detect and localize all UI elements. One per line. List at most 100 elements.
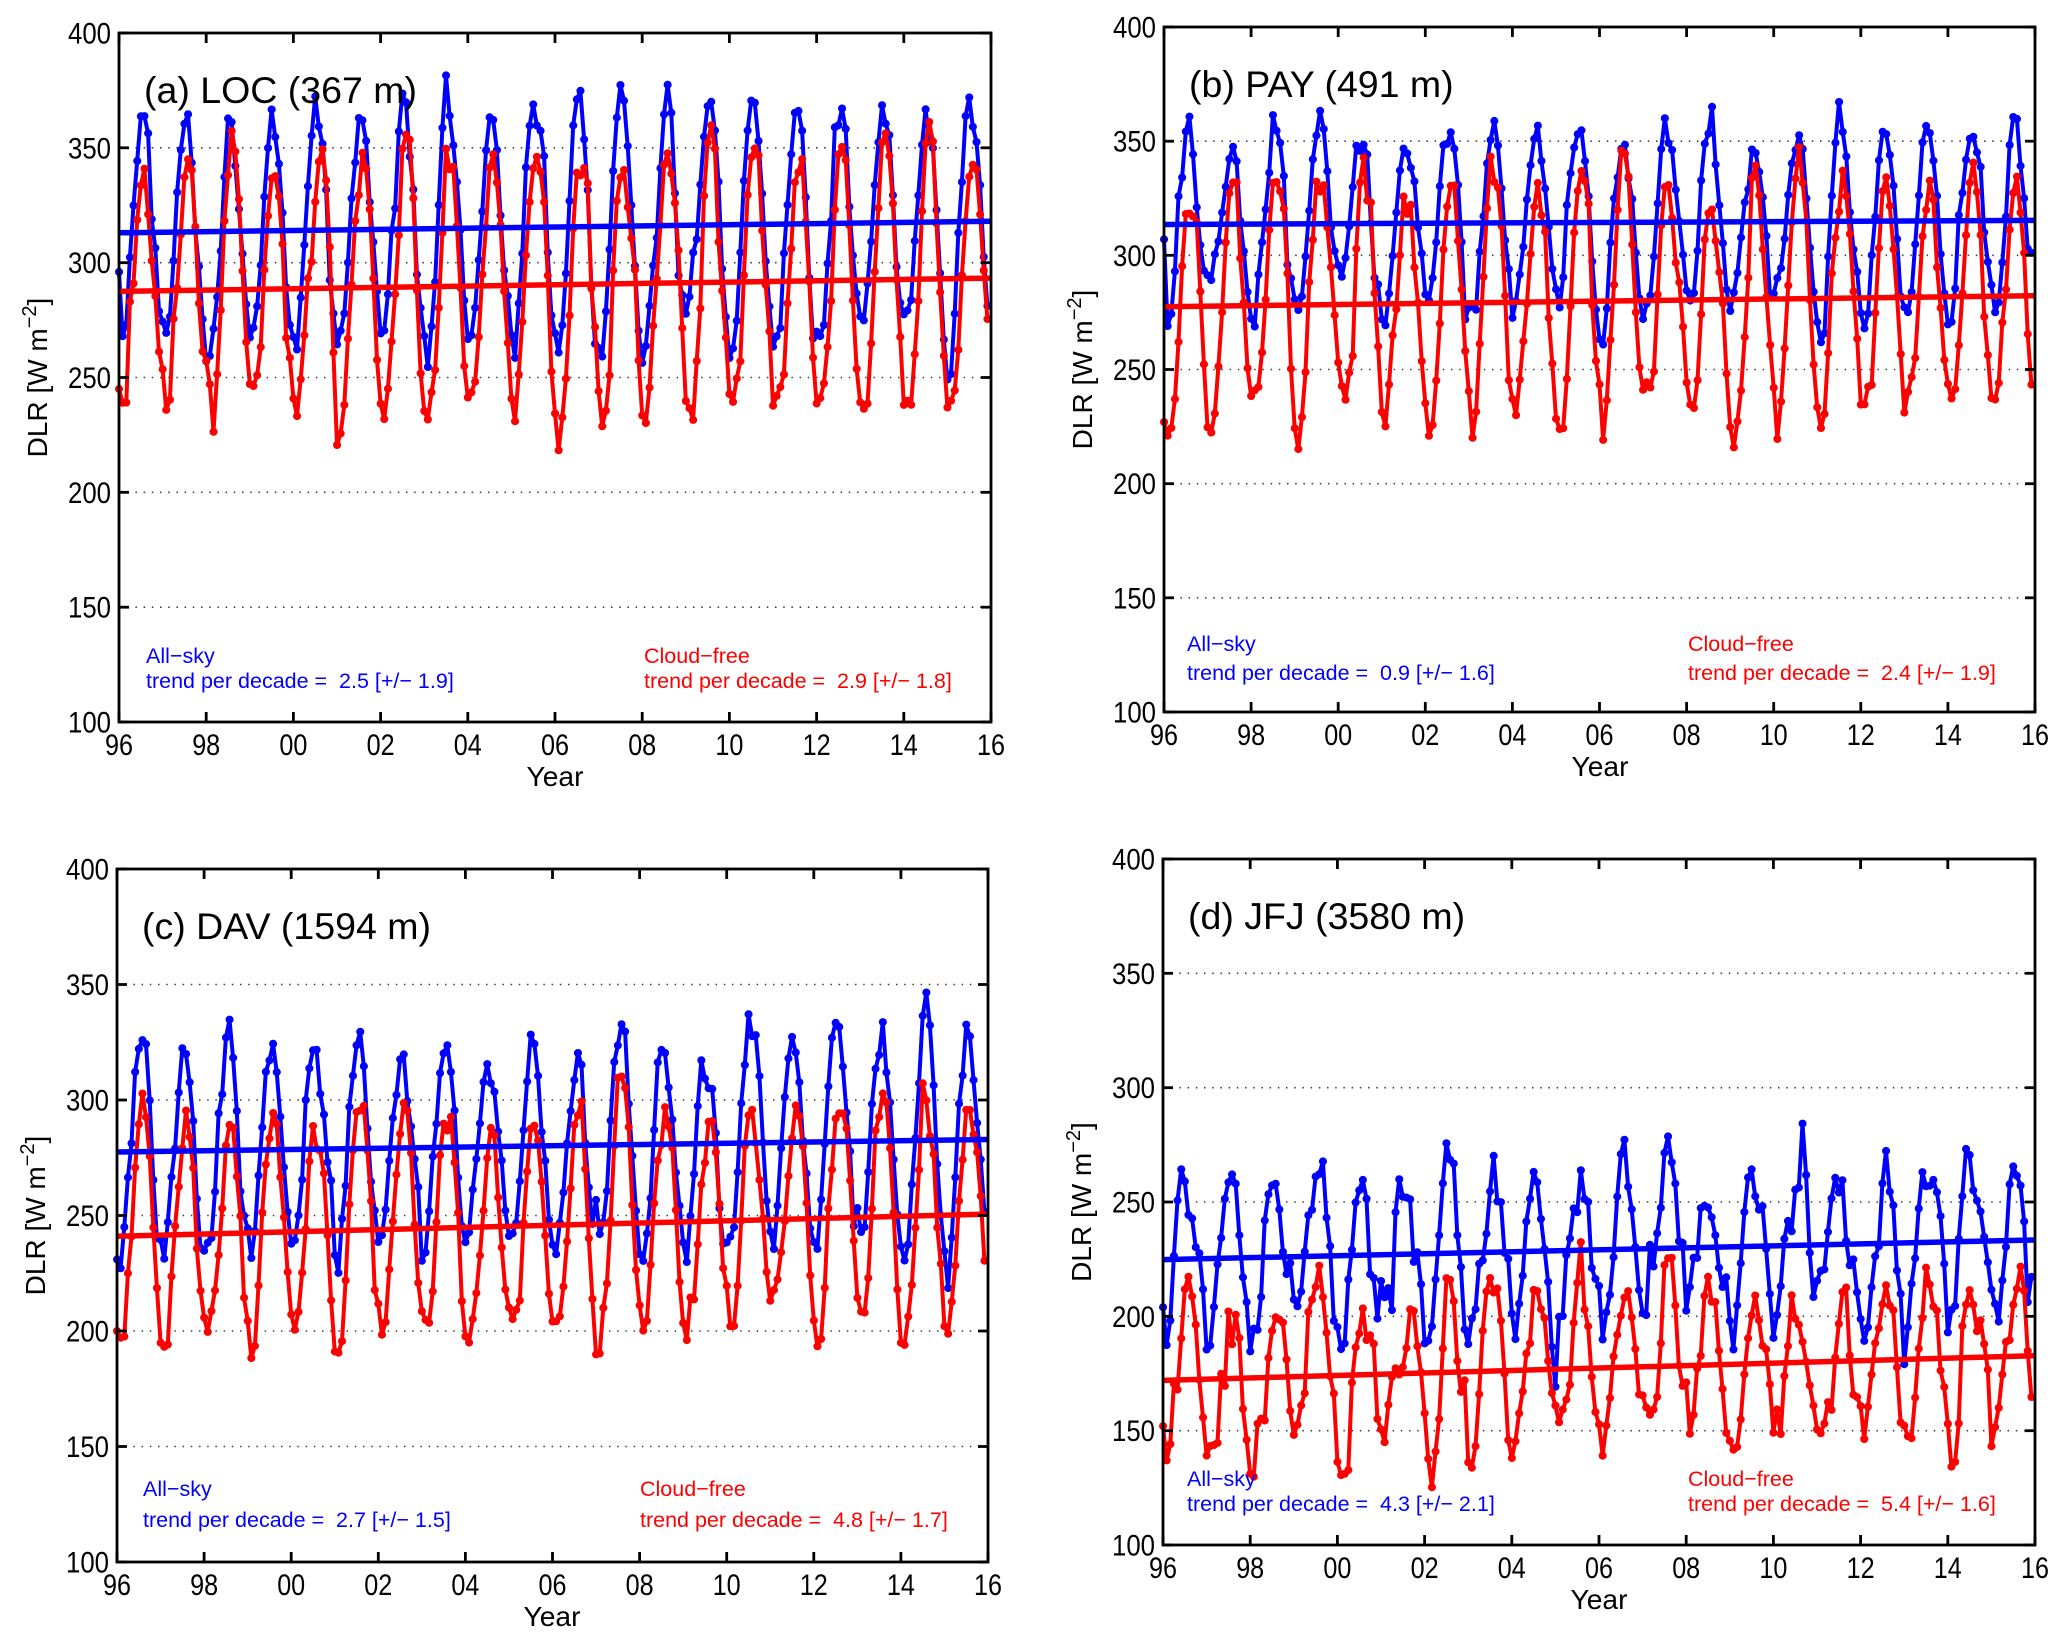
svg-text:Year: Year — [527, 761, 584, 792]
svg-text:All−sky: All−sky — [146, 644, 215, 668]
svg-text:250: 250 — [1112, 1187, 1155, 1220]
svg-text:16: 16 — [2021, 1552, 2049, 1585]
svg-text:10: 10 — [1760, 719, 1788, 752]
svg-text:06: 06 — [539, 1569, 567, 1602]
svg-text:DLR [W m−2]: DLR [W m−2] — [1063, 1122, 1097, 1282]
svg-text:12: 12 — [1847, 1552, 1875, 1585]
svg-text:All−sky: All−sky — [1187, 1467, 1256, 1491]
svg-text:96: 96 — [1149, 1552, 1177, 1585]
svg-text:00: 00 — [1324, 719, 1352, 752]
svg-text:DLR [W m−2]: DLR [W m−2] — [1064, 290, 1098, 450]
svg-text:Cloud−free: Cloud−free — [1688, 1467, 1794, 1491]
svg-text:100: 100 — [1112, 1530, 1155, 1563]
svg-text:10: 10 — [1759, 1552, 1787, 1585]
svg-text:Cloud−free: Cloud−free — [640, 1477, 746, 1501]
svg-text:96: 96 — [105, 729, 133, 762]
svg-text:100: 100 — [1113, 697, 1156, 730]
svg-text:12: 12 — [800, 1569, 828, 1602]
svg-text:All−sky: All−sky — [1187, 632, 1256, 656]
svg-text:350: 350 — [68, 132, 111, 165]
svg-text:350: 350 — [1113, 126, 1156, 159]
svg-text:02: 02 — [364, 1569, 392, 1602]
svg-text:16: 16 — [2021, 719, 2049, 752]
svg-text:trend per decade = 2.7 [+/− 1: trend per decade = 2.7 [+/− 1.5] — [143, 1508, 451, 1532]
svg-text:250: 250 — [66, 1200, 109, 1233]
svg-text:08: 08 — [628, 729, 656, 762]
svg-text:300: 300 — [1113, 240, 1156, 273]
svg-text:98: 98 — [1237, 719, 1265, 752]
svg-text:02: 02 — [1411, 719, 1439, 752]
svg-text:12: 12 — [803, 729, 831, 762]
svg-text:350: 350 — [66, 969, 109, 1002]
svg-text:04: 04 — [1498, 1552, 1526, 1585]
svg-text:trend per decade = 0.9 [+/− 1: trend per decade = 0.9 [+/− 1.6] — [1187, 661, 1495, 685]
svg-text:150: 150 — [1112, 1415, 1155, 1448]
svg-text:16: 16 — [977, 729, 1005, 762]
svg-text:300: 300 — [68, 247, 111, 280]
svg-text:06: 06 — [541, 729, 569, 762]
svg-text:Cloud−free: Cloud−free — [644, 644, 750, 668]
svg-text:(b) PAY (491 m): (b) PAY (491 m) — [1189, 63, 1454, 105]
svg-text:14: 14 — [887, 1569, 915, 1602]
svg-text:150: 150 — [68, 592, 111, 625]
svg-text:96: 96 — [1150, 719, 1178, 752]
svg-text:350: 350 — [1112, 958, 1155, 991]
svg-text:(d) JFJ (3580 m): (d) JFJ (3580 m) — [1188, 895, 1465, 937]
svg-text:200: 200 — [68, 477, 111, 510]
svg-text:96: 96 — [103, 1569, 131, 1602]
svg-text:12: 12 — [1847, 719, 1875, 752]
svg-text:Cloud−free: Cloud−free — [1688, 632, 1794, 656]
svg-text:300: 300 — [1112, 1072, 1155, 1105]
svg-text:04: 04 — [1498, 719, 1526, 752]
svg-text:98: 98 — [192, 729, 220, 762]
svg-text:02: 02 — [1411, 1552, 1439, 1585]
svg-text:400: 400 — [1112, 844, 1155, 877]
svg-text:08: 08 — [1673, 719, 1701, 752]
svg-text:100: 100 — [66, 1547, 109, 1580]
svg-text:400: 400 — [1113, 12, 1156, 45]
svg-text:DLR [W m−2]: DLR [W m−2] — [19, 298, 53, 458]
svg-text:00: 00 — [1323, 1552, 1351, 1585]
svg-text:trend per decade = 4.8 [+/− 1: trend per decade = 4.8 [+/− 1.7] — [640, 1508, 948, 1532]
svg-text:trend per decade = 4.3 [+/− 2: trend per decade = 4.3 [+/− 2.1] — [1187, 1492, 1495, 1516]
svg-text:trend per decade = 5.4 [+/− 1: trend per decade = 5.4 [+/− 1.6] — [1688, 1492, 1996, 1516]
svg-text:04: 04 — [454, 729, 482, 762]
svg-text:10: 10 — [713, 1569, 741, 1602]
svg-text:98: 98 — [1236, 1552, 1264, 1585]
svg-text:400: 400 — [68, 18, 111, 51]
svg-text:06: 06 — [1585, 1552, 1613, 1585]
svg-text:00: 00 — [279, 729, 307, 762]
svg-text:150: 150 — [1113, 582, 1156, 615]
svg-text:250: 250 — [1113, 354, 1156, 387]
svg-text:trend per decade = 2.5 [+/− 1: trend per decade = 2.5 [+/− 1.9] — [146, 669, 454, 693]
svg-text:250: 250 — [68, 362, 111, 395]
svg-text:200: 200 — [1113, 468, 1156, 501]
svg-text:Year: Year — [1571, 1584, 1628, 1615]
svg-text:02: 02 — [367, 729, 395, 762]
svg-text:04: 04 — [451, 1569, 479, 1602]
svg-text:200: 200 — [66, 1316, 109, 1349]
svg-text:400: 400 — [66, 854, 109, 887]
svg-text:14: 14 — [890, 729, 918, 762]
svg-text:100: 100 — [68, 707, 111, 740]
svg-text:14: 14 — [1934, 719, 1962, 752]
svg-text:150: 150 — [66, 1431, 109, 1464]
svg-text:DLR [W m−2]: DLR [W m−2] — [17, 1136, 51, 1296]
svg-text:06: 06 — [1586, 719, 1614, 752]
svg-text:08: 08 — [626, 1569, 654, 1602]
svg-text:14: 14 — [1934, 1552, 1962, 1585]
svg-text:trend per decade = 2.9 [+/− 1: trend per decade = 2.9 [+/− 1.8] — [644, 669, 952, 693]
svg-text:16: 16 — [974, 1569, 1002, 1602]
svg-text:(c) DAV (1594 m): (c) DAV (1594 m) — [142, 905, 431, 947]
svg-text:98: 98 — [190, 1569, 218, 1602]
svg-text:Year: Year — [1572, 751, 1629, 782]
svg-text:(a) LOC (367 m): (a) LOC (367 m) — [144, 69, 417, 111]
svg-text:Year: Year — [524, 1601, 581, 1632]
svg-text:10: 10 — [715, 729, 743, 762]
svg-text:08: 08 — [1672, 1552, 1700, 1585]
svg-text:trend per decade = 2.4 [+/− 1: trend per decade = 2.4 [+/− 1.9] — [1688, 661, 1996, 685]
svg-text:All−sky: All−sky — [143, 1477, 212, 1501]
svg-text:200: 200 — [1112, 1301, 1155, 1334]
svg-text:300: 300 — [66, 1085, 109, 1118]
svg-text:00: 00 — [277, 1569, 305, 1602]
